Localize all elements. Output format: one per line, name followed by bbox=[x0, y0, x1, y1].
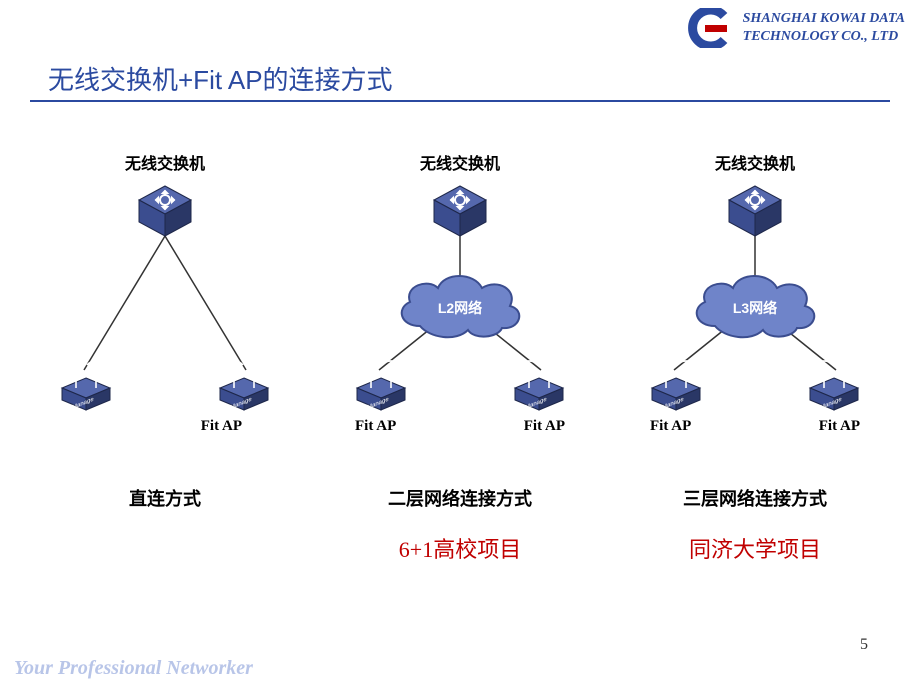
company-name: SHANGHAI KOWAI DATA TECHNOLOGY CO., LTD bbox=[743, 10, 905, 46]
ap-label: Fit AP bbox=[524, 418, 565, 435]
header-logo-block: SHANGHAI KOWAI DATA TECHNOLOGY CO., LTD bbox=[679, 8, 905, 48]
project-label: 同济大学项目 bbox=[620, 532, 890, 564]
diagrams-area: 无线交换机 bbox=[30, 150, 890, 580]
ap-label: Fit AP bbox=[650, 418, 691, 435]
ap-icon: Manage bbox=[58, 360, 114, 417]
cloud-label: L3网络 bbox=[733, 298, 777, 318]
slide-title: 无线交换机+Fit AP的连接方式 bbox=[48, 60, 393, 97]
title-underline bbox=[30, 100, 890, 102]
ap-icon: Manage bbox=[648, 360, 704, 417]
ap-icon: Manage bbox=[806, 360, 862, 417]
company-logo-icon bbox=[679, 8, 735, 48]
switch-icon bbox=[430, 184, 490, 245]
diagram-l3: 无线交换机 L3网络 bbox=[620, 150, 890, 580]
ap-label: Fit AP bbox=[201, 418, 242, 435]
ap-icon: Manage bbox=[216, 360, 272, 417]
footer-tagline: Your Professional Networker bbox=[14, 657, 253, 680]
cloud-label: L2网络 bbox=[438, 298, 482, 318]
ap-label: Fit AP bbox=[819, 418, 860, 435]
diagram-l2: 无线交换机 L2网络 bbox=[325, 150, 595, 580]
ap-icon: Manage bbox=[511, 360, 567, 417]
company-line1: SHANGHAI KOWAI DATA bbox=[743, 10, 905, 28]
ap-label: Fit AP bbox=[355, 418, 396, 435]
ap-icon: Manage bbox=[353, 360, 409, 417]
method-label: 三层网络连接方式 bbox=[620, 485, 890, 511]
method-label: 二层网络连接方式 bbox=[325, 485, 595, 511]
switch-icon bbox=[725, 184, 785, 245]
switch-icon bbox=[135, 184, 195, 245]
project-label: 6+1高校项目 bbox=[325, 532, 595, 564]
company-line2: TECHNOLOGY CO., LTD bbox=[743, 28, 905, 46]
diagram-direct: 无线交换机 bbox=[30, 150, 300, 580]
method-label: 直连方式 bbox=[30, 485, 300, 511]
page-number: 5 bbox=[860, 636, 868, 654]
